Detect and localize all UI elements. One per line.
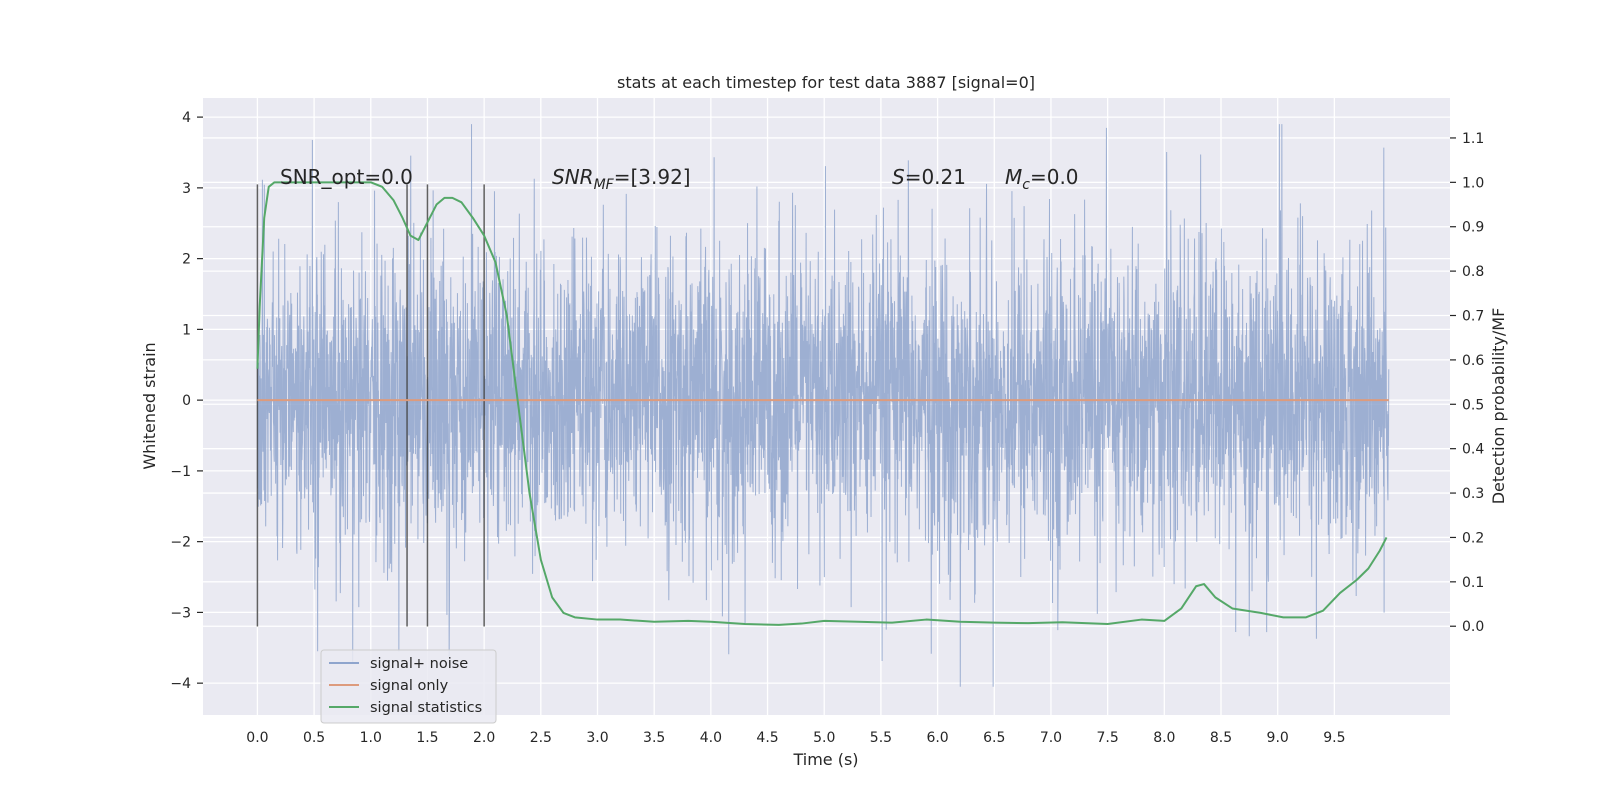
y-tick-label-right: 0.3 [1462,486,1484,502]
x-tick-label: 3.5 [643,730,665,746]
x-tick-label: 6.0 [926,730,948,746]
y-tick-label-right: 1.0 [1462,175,1484,191]
y-tick-label-right: 1.1 [1462,131,1484,147]
annotation-s: S=0.21 [892,165,966,189]
x-tick-label: 8.5 [1210,730,1232,746]
annotation-mc-value: =0.0 [1030,165,1079,189]
y-tick-label-right: 0.7 [1462,309,1484,325]
x-axis-label: Time (s) [792,750,858,769]
y-axis-left-label: Whitened strain [140,342,159,469]
x-tick-label: 0.5 [303,730,325,746]
y-tick-label-left: 2 [182,252,191,268]
noise-trace [256,124,1390,687]
annotation-snr-mf-symbol: SNR [552,165,594,189]
legend: signal+ noise signal only signal statist… [320,649,497,724]
y-tick-label-left: −2 [170,535,191,551]
annotation-s-symbol: S [892,165,905,189]
y-tick-label-right: 0.8 [1462,264,1484,280]
annotation-s-value: =0.21 [905,165,966,189]
y-tick-label-right: 0.5 [1462,397,1484,413]
y-tick-label-right: 0.0 [1462,619,1484,635]
x-tick-label: 2.5 [530,730,552,746]
annotation-mc: Mc=0.0 [1005,165,1079,193]
annotation-snr-mf: SNRMF=[3.92] [552,165,691,193]
x-axis: 0.0 0.5 1.0 1.5 2.0 2.5 3.0 3.5 4.0 4.5 5.0 5.5 6.0 6… [246,730,1345,746]
signal-noise-series [256,124,1390,687]
y-axis-left: −4 −3 −2 −1 0 1 2 3 4 [170,110,203,692]
legend-box [320,649,497,724]
vertical-markers [256,184,485,627]
annotation-snr-mf-subscript: MF [594,177,615,193]
x-tick-label: 2.0 [473,730,495,746]
x-tick-label: 4.5 [756,730,778,746]
y-axis-right: 0.0 0.1 0.2 0.3 0.4 0.5 0.6 0.7 0.8 0.9 1.0 1.1 [1450,131,1484,635]
annotation-mc-subscript: c [1022,177,1030,193]
y-tick-label-left: 4 [182,110,191,126]
x-tick-label: 7.0 [1040,730,1062,746]
x-tick-label: 6.5 [983,730,1005,746]
y-axis-right-label: Detection probability/MF [1489,308,1508,505]
y-tick-label-right: 0.6 [1462,353,1484,369]
y-tick-label-right: 0.4 [1462,442,1484,458]
y-tick-label-left: 0 [182,393,191,409]
y-tick-label-right: 0.1 [1462,575,1484,591]
signal-statistics-series [256,181,1388,626]
annotation-mc-symbol: M [1005,165,1022,189]
legend-label-signal-only: signal only [370,678,449,694]
x-tick-label: 9.0 [1267,730,1289,746]
x-tick-label: 4.0 [700,730,722,746]
annotation-snr-mf-value: =[3.92] [614,165,691,189]
x-tick-label: 1.5 [416,730,438,746]
x-tick-label: 1.0 [360,730,382,746]
x-tick-label: 9.5 [1323,730,1345,746]
x-tick-label: 0.0 [246,730,268,746]
x-tick-label: 7.5 [1097,730,1119,746]
y-tick-label-left: −1 [170,464,191,480]
annotation-snr-opt: SNR_opt=0.0 [280,165,413,189]
y-tick-label-left: −4 [170,676,191,692]
x-tick-label: 5.5 [870,730,892,746]
y-tick-label-right: 0.9 [1462,220,1484,236]
y-tick-label-left: 1 [182,322,191,338]
signal-statistics-line [256,181,1388,626]
x-tick-label: 3.0 [586,730,608,746]
x-tick-label: 5.0 [813,730,835,746]
legend-label-signal-noise: signal+ noise [370,656,468,672]
legend-label-signal-statistics: signal statistics [370,700,482,716]
chart-title: stats at each timestep for test data 388… [617,73,1035,92]
y-tick-label-right: 0.2 [1462,530,1484,546]
y-tick-label-left: −3 [170,605,191,621]
x-tick-label: 8.0 [1153,730,1175,746]
y-tick-label-left: 3 [182,181,191,197]
